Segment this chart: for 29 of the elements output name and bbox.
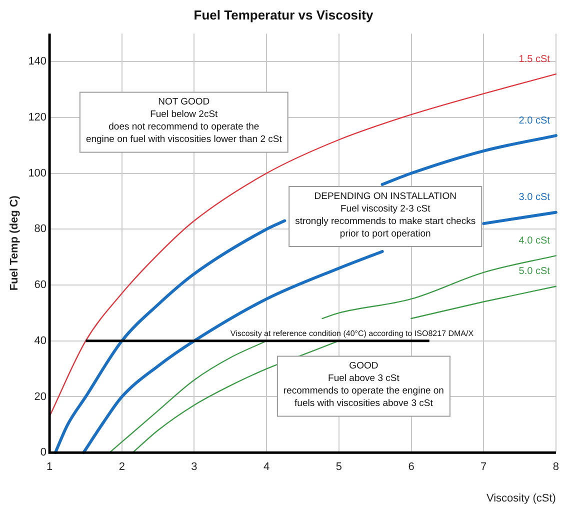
x-tick-label: 6 [408, 461, 414, 474]
y-tick-label: 120 [28, 111, 47, 124]
x-tick-label: 4 [264, 461, 270, 474]
y-tick-label: 20 [34, 390, 47, 403]
chart-title: Fuel Temperatur vs Viscosity [194, 7, 374, 22]
y-tick-label: 40 [34, 334, 47, 347]
x-tick-label: 5 [336, 461, 342, 474]
y-tick-label: 60 [34, 279, 47, 292]
series-label: 1.5 cSt [518, 54, 550, 65]
y-tick-label: 100 [28, 167, 47, 180]
ref-line-label: Viscosity at reference condition (40°C) according to ISO8217 DMA/X [230, 329, 474, 338]
annotation: GOOD Fuel above 3 cSt recommends to operate the engine on fuels with viscosities above 3 cSt [283, 360, 444, 410]
series-label: 2.0 cSt [518, 115, 550, 126]
annotation: NOT GOOD Fuel below 2cSt does not recommend to operate the engine on fuel with viscosities lower than 2 cSt [86, 96, 282, 146]
y-axis-title: Fuel Temp (deg C) [8, 195, 21, 291]
y-tick-label: 0 [40, 446, 47, 459]
series-label: 4.0 cSt [518, 235, 550, 246]
y-tick-label: 80 [34, 223, 47, 236]
x-tick-label: 7 [480, 461, 487, 474]
x-tick-label: 1 [46, 461, 53, 474]
series-label: 5.0 cSt [518, 266, 550, 278]
x-tick-label: 3 [191, 461, 198, 474]
x-tick-label: 2 [118, 461, 125, 474]
x-axis-title: Viscosity (cSt) [486, 492, 556, 504]
y-tick-label: 140 [28, 56, 47, 68]
line-series [48, 74, 557, 417]
series-label: 3.0 cSt [518, 192, 550, 204]
annotation: DEPENDING ON INSTALLATION Fuel viscosity 2-3 cSt strongly recommends to make start checks prior to port operation [295, 190, 476, 240]
x-tick-label: 8 [552, 461, 560, 474]
